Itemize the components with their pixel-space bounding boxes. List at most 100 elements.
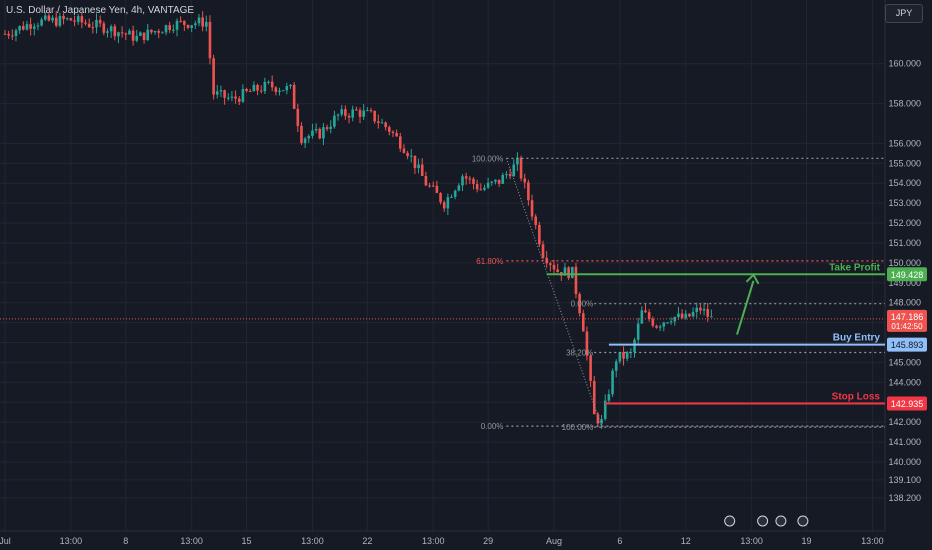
- candle-body: [636, 323, 640, 340]
- candle-body: [406, 152, 409, 157]
- candle-body: [710, 316, 713, 318]
- y-tick-label: 142.000: [888, 417, 921, 427]
- candle-body: [69, 18, 73, 21]
- candle-body: [384, 122, 387, 128]
- candle-body: [457, 185, 461, 191]
- candle-body: [677, 313, 680, 318]
- candle-body: [355, 109, 358, 111]
- candle-body: [453, 190, 457, 197]
- candle-body: [73, 20, 76, 22]
- y-tick-label: 145.000: [888, 357, 921, 367]
- candle-body: [241, 88, 245, 102]
- x-tick-label: 13:00: [301, 536, 324, 546]
- candle-body: [274, 87, 278, 92]
- candle-body: [91, 27, 95, 29]
- candle-body: [325, 127, 329, 129]
- candle-body: [7, 33, 10, 36]
- candle-body: [589, 355, 592, 381]
- drawings: 100.00% 61.80% 0.00% 0.00% 38.20% 100.00% Take…: [0, 154, 885, 527]
- time-axis[interactable]: Jul 13:00 8 13:00 15 13:00 22 13:00 29 Aug 6 12 13:0…: [0, 536, 884, 546]
- candle-body: [25, 24, 29, 30]
- fib2-level-label: 0.00%: [571, 300, 594, 309]
- symbol-title[interactable]: U.S. Dollar / Japanese Yen, 4h, VANTAGE: [6, 5, 195, 16]
- candle-body: [11, 35, 14, 37]
- y-tick-label: 149.000: [888, 278, 921, 288]
- candle-body: [311, 130, 314, 136]
- price-axis[interactable]: 138.200139.100140.000141.000142.000143.0…: [888, 59, 921, 503]
- candle-body: [431, 185, 435, 187]
- candle-body: [106, 31, 109, 33]
- candle-body: [117, 32, 120, 37]
- candle-body: [172, 29, 175, 31]
- candle-body: [538, 224, 541, 245]
- candle-body: [622, 352, 625, 359]
- candle-body: [95, 19, 98, 28]
- candle-body: [318, 128, 322, 139]
- candle-body: [14, 30, 18, 36]
- candle-body: [490, 181, 494, 183]
- fib-level-label: 61.80%: [476, 257, 503, 266]
- candle-body: [212, 58, 215, 95]
- stop-loss-label: Stop Loss: [832, 392, 881, 403]
- candle-body: [541, 244, 545, 258]
- candle-body: [600, 419, 603, 424]
- candle-body: [688, 313, 691, 317]
- candle-body: [234, 96, 237, 99]
- candle-body: [461, 176, 464, 186]
- candle-body: [197, 17, 201, 24]
- buy-entry-price-badge: [887, 337, 927, 352]
- candle-body: [139, 32, 142, 36]
- candle-body: [549, 263, 552, 265]
- candle-body: [340, 109, 344, 115]
- candle-body: [270, 81, 274, 88]
- candle-body: [556, 269, 559, 273]
- candle-body: [380, 122, 384, 124]
- candle-body: [618, 352, 622, 362]
- candle-body: [278, 90, 281, 92]
- candle-body: [168, 25, 171, 30]
- candle-body: [65, 18, 69, 20]
- candle-body: [611, 370, 614, 395]
- target-arrow-head: [745, 273, 760, 285]
- candle-body: [377, 121, 380, 123]
- candle-body: [475, 184, 479, 190]
- take-profit-price-text: 149.428: [891, 270, 924, 280]
- candle-body: [237, 98, 241, 102]
- candle-body: [300, 125, 303, 144]
- candle-body: [267, 81, 270, 83]
- target-arrow-shaft: [736, 280, 755, 335]
- candle-body: [644, 310, 647, 313]
- candle-body: [194, 23, 197, 26]
- y-tick-label: 155.000: [888, 158, 921, 168]
- event-flag-icon: [775, 515, 787, 527]
- candle-body: [307, 135, 311, 139]
- candle-body: [523, 178, 527, 183]
- candle-body: [666, 322, 669, 324]
- candle-body: [680, 313, 684, 319]
- fib-level-label: 0.00%: [481, 422, 504, 431]
- candle-body: [58, 15, 62, 26]
- candle-body: [633, 339, 636, 353]
- candle-body: [51, 17, 54, 21]
- candle-body: [102, 23, 106, 33]
- candle-body: [18, 26, 21, 31]
- candle-body: [32, 26, 36, 29]
- candle-body: [358, 110, 362, 117]
- candle-body: [157, 31, 161, 33]
- candle-body: [347, 115, 351, 118]
- candle-body: [450, 196, 453, 198]
- event-flag-icon: [757, 515, 769, 527]
- candle-body: [596, 414, 600, 424]
- candle-body: [512, 164, 516, 177]
- candle-body: [695, 307, 699, 313]
- fib-level-label: 100.00%: [472, 154, 504, 163]
- x-tick-label: 13:00: [740, 536, 763, 546]
- event-flag-icon: [724, 515, 736, 527]
- candle-body: [581, 313, 585, 332]
- y-tick-label: 154.000: [888, 178, 921, 188]
- candle-body: [501, 174, 505, 184]
- currency-button[interactable]: JPY: [885, 4, 923, 23]
- candle-body: [662, 322, 666, 327]
